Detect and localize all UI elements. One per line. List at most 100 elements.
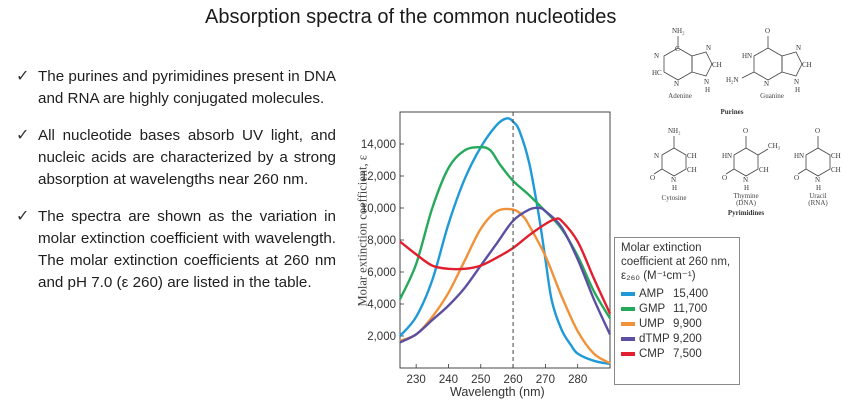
legend-series-value: 7,500: [673, 347, 702, 360]
series-line-dtmp: [399, 206, 612, 344]
y-tick-label: 6,000: [367, 267, 396, 279]
legend-heading-line: coefficient at 260 nm,: [621, 256, 731, 268]
uracil-note: (RNA): [808, 199, 828, 207]
atom-label: H₂N: [726, 76, 739, 84]
atom-label: HN: [722, 152, 732, 160]
legend-entry: AMP 15,400: [621, 286, 733, 301]
legend-swatch: [621, 291, 635, 296]
atom-label: O: [815, 127, 820, 135]
atom-label: H: [816, 184, 821, 192]
guanine-caption: Guanine: [760, 92, 784, 100]
y-tick-label: 4,000: [367, 299, 396, 311]
atom-label: O: [765, 27, 770, 35]
legend-series-name: UMP: [639, 317, 665, 330]
x-tick-label: 240: [439, 374, 458, 384]
thymine-note: (DNA): [736, 199, 756, 207]
atom-label: H: [795, 86, 800, 94]
atom-label: N: [704, 78, 709, 86]
atom-label: CH: [831, 166, 841, 174]
atom-label: N: [654, 52, 659, 60]
bullet-list: ✓ The purines and pyrimidines present in…: [16, 66, 336, 309]
checkmark-icon: ✓: [16, 208, 30, 225]
y-tick-label: 10,000: [361, 203, 396, 215]
atom-label: CH₃: [768, 142, 781, 150]
atom-label: O: [743, 127, 748, 135]
slide-title: Absorption spectra of the common nucleot…: [205, 6, 617, 28]
pyrimidines-label: Pyrimidines: [728, 209, 764, 217]
atom-label: N: [815, 176, 820, 184]
legend-series-value: 9,200: [673, 332, 702, 345]
purines-label: Purines: [640, 104, 855, 122]
atom-label: N: [796, 44, 801, 52]
bullet-item: ✓ The spectra are shown as the variation…: [16, 206, 336, 294]
bullet-text: All nucleotide bases absorb UV light, an…: [38, 127, 336, 188]
legend-heading-line: Molar extinction: [621, 242, 702, 254]
atom-label: CH: [831, 152, 841, 160]
bullet-item: ✓ All nucleotide bases absorb UV light, …: [16, 125, 336, 191]
x-tick-label: 230: [407, 374, 426, 384]
atom-label: N: [794, 78, 799, 86]
bullet-text: The spectra are shown as the variation i…: [38, 208, 336, 291]
cytosine-caption: Cytosine: [662, 194, 687, 202]
legend-series-value: 15,400: [673, 287, 709, 300]
atom-label: N: [764, 80, 769, 88]
chart-legend: Molar extinction coefficient at 260 nm, …: [614, 237, 740, 385]
x-axis-label: Wavelength (nm): [450, 385, 545, 399]
legend-entry: UMP 9,900: [621, 316, 733, 331]
legend-entry: CMP 7,500: [621, 346, 733, 361]
legend-series-name: AMP: [639, 287, 664, 300]
atom-label: H: [705, 86, 710, 94]
series-line-ump: [399, 207, 611, 365]
atom-label: NH₂: [668, 127, 681, 135]
atom-label: N: [706, 44, 711, 52]
legend-entry: dTMP 9,200: [621, 331, 733, 346]
y-tick-label: 2,000: [367, 331, 396, 343]
legend-series-name: CMP: [639, 347, 665, 360]
legend-swatch: [621, 306, 635, 311]
legend-heading-line: ε₂₆₀ (M⁻¹cm⁻¹): [621, 270, 696, 282]
checkmark-icon: ✓: [16, 127, 30, 144]
adenine-caption: Adenine: [668, 92, 692, 100]
y-tick-label: 12,000: [361, 171, 396, 183]
chart-plot: 2,000 4,000 6,000 8,000 10,000 12,000 14,000 23…: [361, 111, 612, 384]
legend-series-name: GMP: [639, 302, 666, 315]
atom-label: CH: [687, 152, 697, 160]
x-tick-label: 280: [568, 374, 587, 384]
thymine-caption: Thymine: [733, 192, 758, 200]
atom-label: O: [722, 174, 727, 182]
legend-series-name: dTMP: [639, 332, 670, 345]
atom-label: NH₂: [672, 27, 685, 35]
y-tick-label: 14,000: [361, 139, 396, 151]
atom-label: HN: [794, 152, 804, 160]
atom-label: C: [675, 45, 680, 53]
bullet-item: ✓ The purines and pyrimidines present in…: [16, 66, 336, 110]
x-tick-label: 270: [536, 374, 555, 384]
legend-heading: Molar extinction coefficient at 260 nm, …: [621, 241, 733, 283]
purine-structures: NH₂ C N HC N N CH N H O HN H₂N N N CH N …: [640, 24, 855, 109]
checkmark-icon: ✓: [16, 68, 30, 85]
atom-label: HN: [742, 52, 752, 60]
atom-label: H: [744, 184, 749, 192]
atom-label: N: [654, 152, 659, 160]
atom-label: CH: [802, 61, 812, 69]
atom-label: CH: [712, 61, 722, 69]
atom-label: N: [671, 176, 676, 184]
atom-label: O: [794, 174, 799, 182]
legend-entry: GMP 11,700: [621, 301, 733, 316]
y-tick-label: 8,000: [367, 235, 396, 247]
uracil-caption: Uracil: [809, 192, 827, 200]
bullet-text: The purines and pyrimidines present in D…: [38, 68, 336, 107]
x-tick-label: 250: [471, 374, 490, 384]
legend-swatch: [621, 336, 635, 341]
pyrimidine-structures: NH₂ N CH CH O N H O HN CH₃ CH O N H O HN…: [650, 118, 855, 223]
svg-text:Purines: Purines: [721, 108, 744, 116]
legend-swatch: [621, 321, 635, 326]
legend-series-value: 11,700: [673, 302, 708, 315]
x-tick-label: 260: [503, 374, 522, 384]
atom-label: HC: [652, 69, 662, 77]
plot-frame: [399, 111, 611, 369]
atom-label: N: [674, 80, 679, 88]
legend-series-value: 9,900: [673, 317, 702, 330]
atom-label: O: [650, 174, 655, 182]
atom-label: H: [672, 184, 677, 192]
